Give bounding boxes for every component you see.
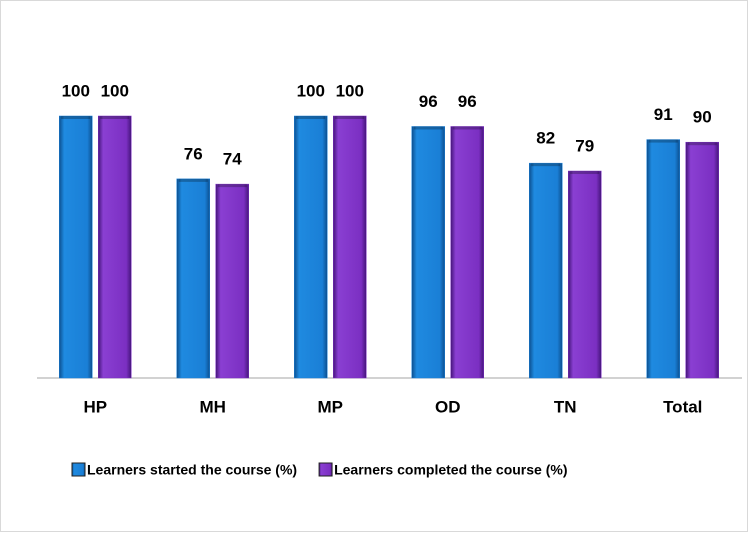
value-label: 100	[336, 81, 364, 100]
value-label: 100	[101, 81, 129, 100]
bar	[646, 139, 680, 379]
value-label: 96	[419, 92, 438, 111]
bar-top	[570, 171, 600, 175]
legend-label: Learners started the course (%)	[87, 462, 297, 478]
value-label: 96	[458, 92, 477, 111]
bar-top	[687, 142, 717, 146]
value-label: 76	[184, 144, 203, 163]
bar-top	[178, 178, 208, 182]
value-label: 74	[223, 150, 242, 169]
x-tick-label: OD	[435, 397, 461, 416]
bar	[98, 115, 132, 379]
bar	[215, 183, 249, 379]
bar-top	[413, 126, 443, 130]
bar	[59, 115, 93, 379]
legend-swatch	[318, 462, 333, 477]
bar-top	[335, 116, 365, 119]
value-label: 90	[693, 108, 712, 127]
bar	[333, 115, 367, 379]
bar-top	[296, 116, 326, 119]
x-tick-label: TN	[554, 397, 577, 416]
bar	[450, 126, 484, 379]
bar	[176, 178, 210, 379]
bar-top	[61, 116, 91, 119]
value-label: 91	[654, 105, 673, 124]
x-tick-label: MP	[318, 397, 344, 416]
bar-top	[100, 116, 130, 119]
bar	[568, 170, 602, 379]
bar-top	[648, 139, 678, 143]
x-tick-label: Total	[663, 397, 702, 416]
x-tick-label: HP	[83, 397, 107, 416]
bar-top	[531, 163, 561, 167]
bar-top	[217, 184, 247, 188]
bar-top	[452, 126, 482, 130]
bar	[685, 141, 719, 379]
value-label: 79	[575, 137, 594, 156]
bar	[529, 162, 563, 379]
legend-swatch	[71, 462, 86, 477]
bar	[294, 115, 328, 379]
value-label: 82	[536, 129, 555, 148]
value-label: 100	[62, 81, 90, 100]
bar	[411, 126, 445, 379]
legend-label: Learners completed the course (%)	[334, 462, 567, 478]
x-tick-label: MH	[200, 397, 226, 416]
value-label: 100	[297, 81, 325, 100]
